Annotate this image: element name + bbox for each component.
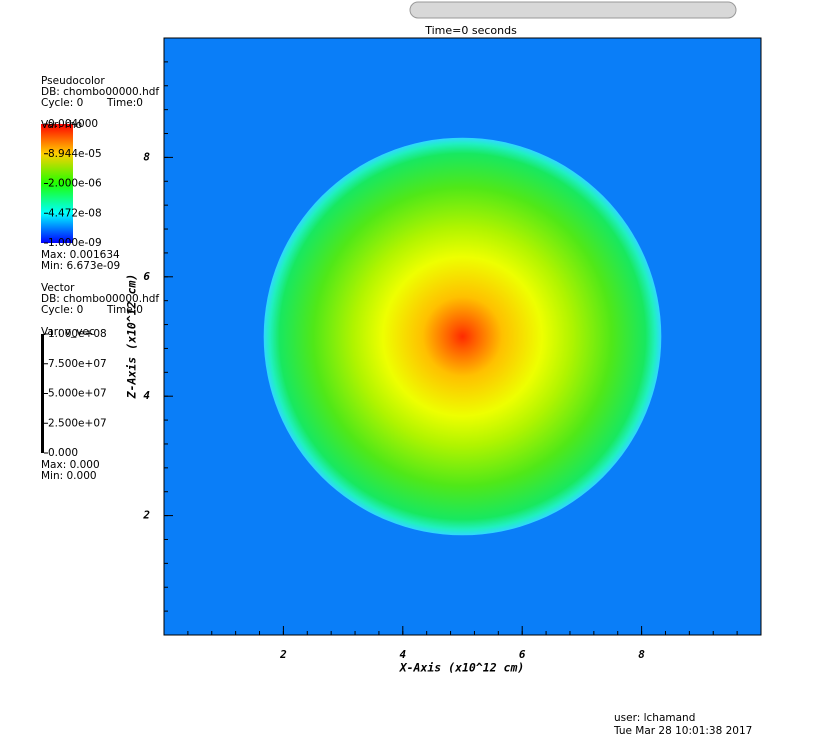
y-tick-label: 4	[143, 389, 150, 402]
legend-label: 4.472e-08	[48, 207, 102, 219]
legend-line: Time:0	[106, 97, 143, 109]
legend-max: Max: 0.001634	[41, 249, 120, 261]
x-tick-label: 6	[519, 648, 526, 661]
x-tick-label: 4	[399, 648, 406, 661]
legend-min: Min: 0.000	[41, 470, 97, 482]
date: Tue Mar 28 10:01:38 2017	[613, 725, 752, 737]
legend-label: 5.000e+07	[48, 388, 107, 400]
legend-line: Vector	[41, 282, 75, 294]
legend-line: DB: chombo00000.hdf	[41, 86, 159, 98]
legend-line: Var: v_vec	[41, 326, 95, 338]
x-axis-title: X-Axis (x10^12 cm)	[399, 661, 525, 675]
legend-line: Time:0	[106, 304, 143, 316]
density-field	[263, 137, 662, 536]
x-tick-label: 2	[279, 648, 287, 661]
legend-label: 2.000e-06	[48, 178, 102, 190]
legend-label: 1.000e+08	[48, 328, 107, 340]
y-tick-label: 6	[143, 270, 150, 283]
legend-line: DB: chombo00000.hdf	[41, 293, 159, 305]
legend-label: 7.500e+07	[48, 358, 107, 370]
title: Time=0 seconds	[424, 24, 517, 37]
legend-label: 1.000e-09	[48, 237, 102, 249]
legend-line: Pseudocolor	[41, 75, 105, 87]
x-tick-label: 8	[638, 648, 645, 661]
legend-label: 0.000	[48, 447, 78, 459]
legend-max: Max: 0.000	[41, 459, 100, 471]
legend-label: 0.004000	[48, 118, 98, 130]
legend-line: Cycle: 0	[41, 97, 83, 109]
legend-min: Min: 6.673e-09	[41, 260, 120, 272]
legend-label: 2.500e+07	[48, 417, 107, 429]
y-tick-label: 8	[143, 150, 150, 163]
legend-line: Var: rho	[41, 119, 82, 131]
user: user: lchamand	[614, 712, 695, 724]
legend-line: Cycle: 0	[41, 304, 83, 316]
vector-bar	[41, 334, 44, 453]
legend-label: 8.944e-05	[48, 148, 102, 160]
y-axis-title: Z-Axis (x10^12 cm)	[125, 274, 139, 400]
time-slider[interactable]	[409, 1, 737, 19]
y-tick-label: 2	[142, 509, 150, 522]
plot-frame	[163, 37, 762, 636]
